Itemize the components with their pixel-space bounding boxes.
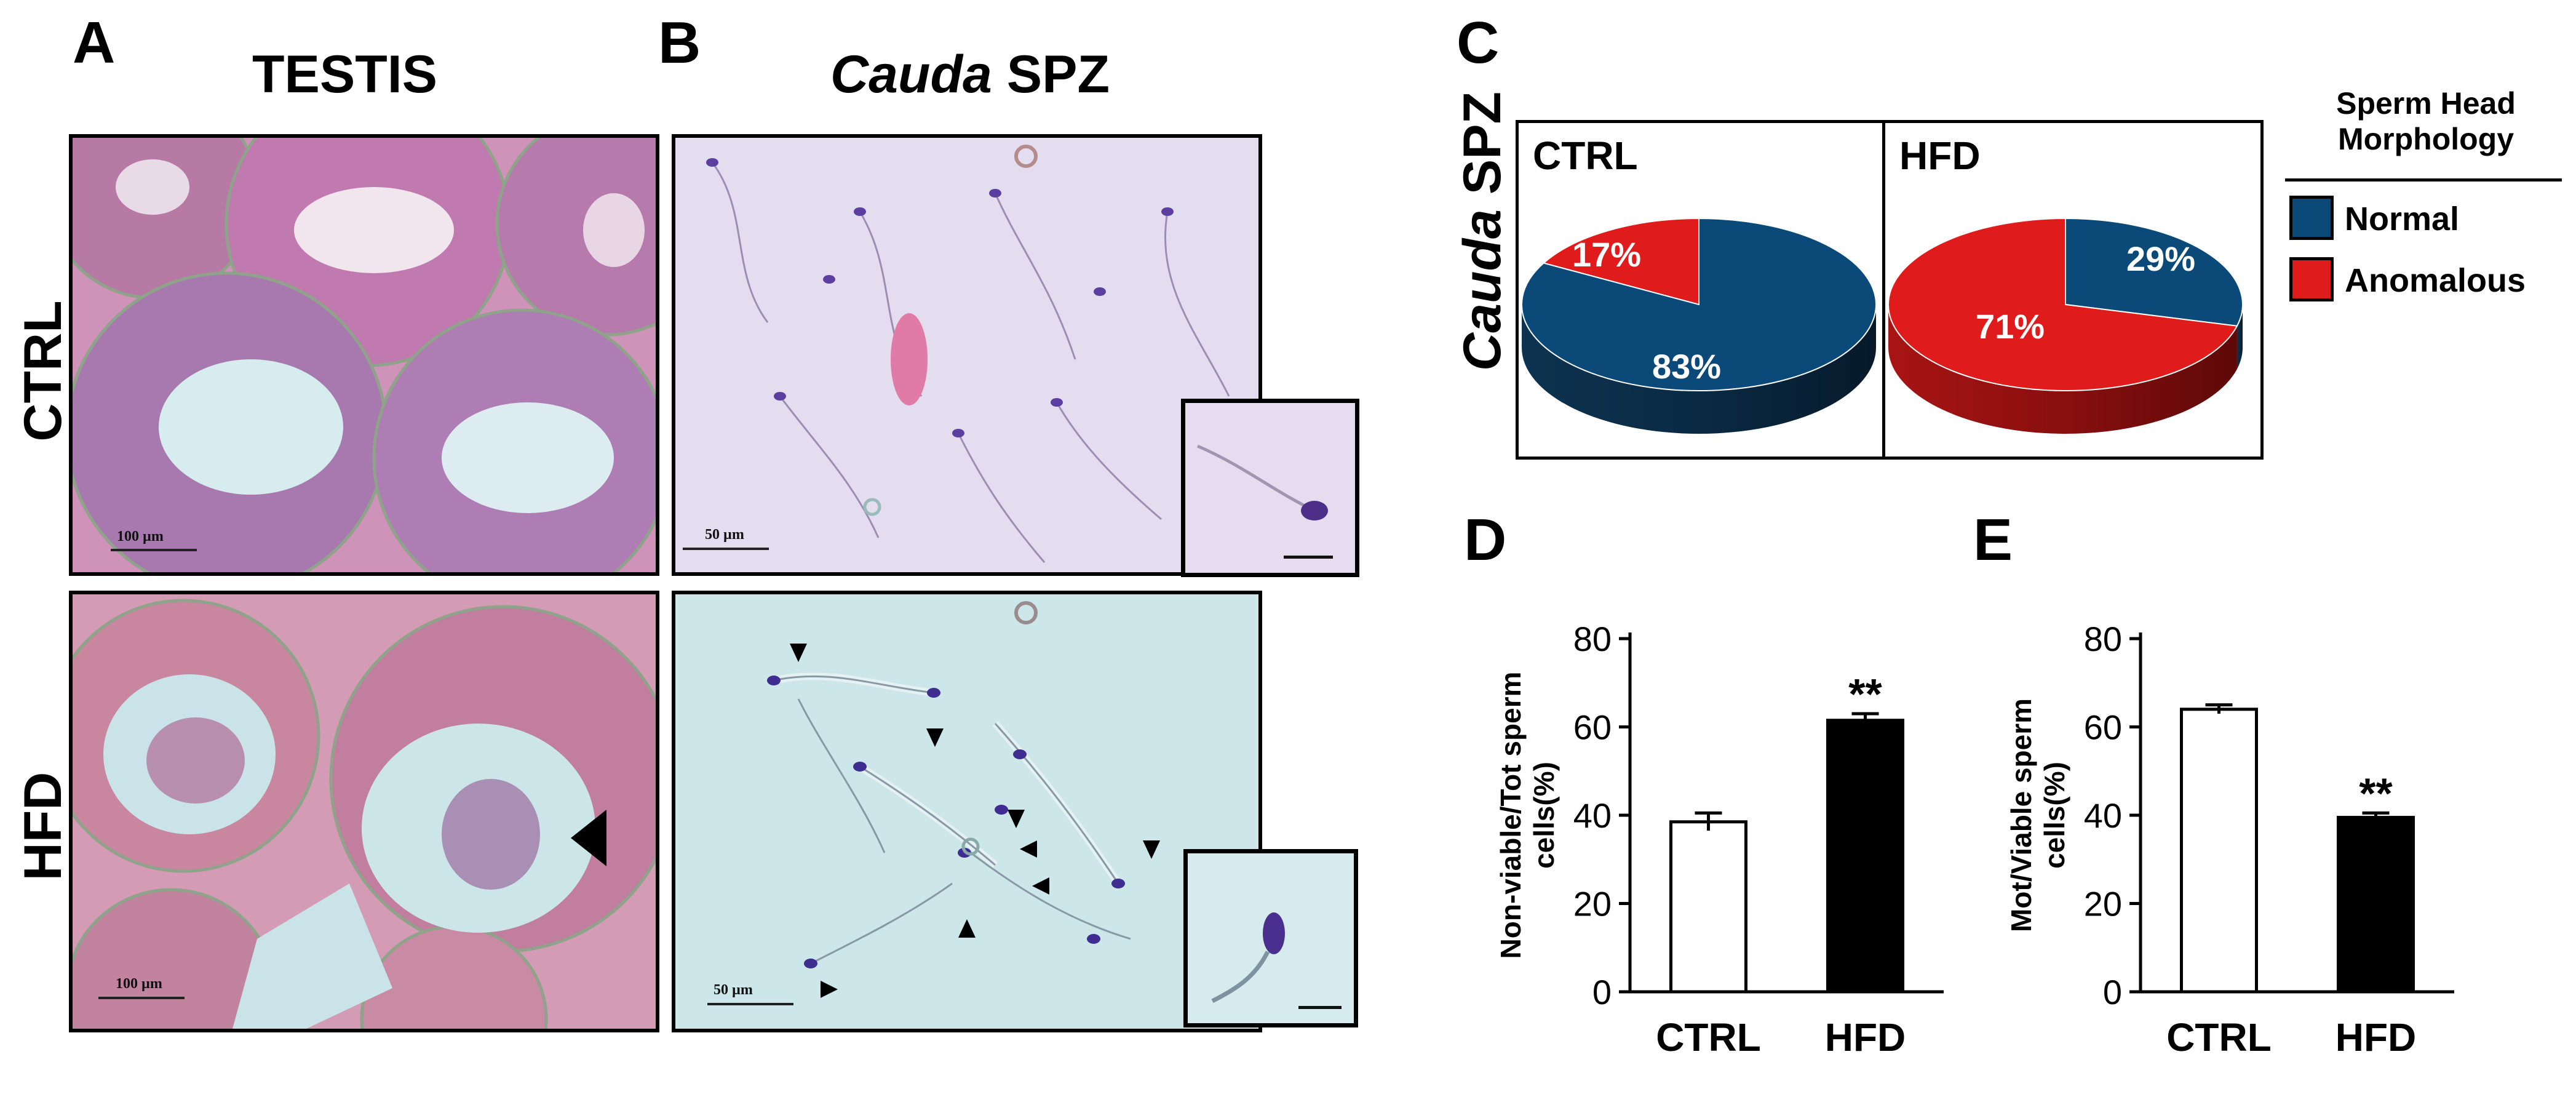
panel-a-letter: A — [73, 10, 116, 76]
panel-a-title: TESTIS — [252, 45, 438, 104]
panel-c-letter: C — [1457, 10, 1500, 76]
panel-c-side-label-rest: SPZ — [1453, 92, 1512, 210]
spz-hfd-scalebar — [707, 1003, 793, 1005]
panel-e-letter: E — [1973, 507, 2013, 573]
motviable-ytick-label: 80 — [2084, 620, 2122, 658]
panel-c-side-label: Cauda SPZ — [1453, 92, 1512, 371]
bar-chart-motviable: Mot/Viable spermcells(%) 0 20 40 60 80 CTRL ** H… — [2005, 620, 2454, 1059]
legend-swatch-normal — [2289, 196, 2334, 240]
nonviable-category-label: CTRL — [1656, 1015, 1761, 1059]
nonviable-ytick-label: 40 — [1573, 796, 1612, 835]
legend-title-line1: Sperm Head — [2336, 86, 2516, 121]
motviable-bar-hfd — [2337, 816, 2415, 994]
row-label-hfd: HFD — [14, 772, 73, 881]
panel-d-letter: D — [1464, 507, 1507, 573]
nonviable-bar-hfd — [1826, 719, 1904, 994]
pie-slice-normal — [2065, 217, 2243, 327]
legend-title-line2: Morphology — [2337, 121, 2514, 156]
legend-label-normal: Normal — [2345, 201, 2460, 237]
arrowhead-marker — [1020, 840, 1037, 858]
spz-ctrl-scalebar — [683, 548, 769, 550]
nonviable-ytick-label: 80 — [1573, 620, 1612, 658]
arrowhead-marker — [1008, 810, 1025, 828]
motviable-ytick-label: 0 — [2103, 973, 2122, 1011]
pie-title: HFD — [1899, 134, 1981, 178]
testis-hfd-micrograph: 100 µm — [69, 591, 659, 1032]
bar-chart-nonviable: Non-viable/Tot spermcells(%) 0 20 40 60 80 CTR… — [1495, 620, 1944, 1059]
pie-hfd: HFD 29% 71% — [1887, 134, 2243, 434]
pie-value-label: 71% — [1976, 307, 2045, 346]
nonviable-significance: ** — [1848, 670, 1882, 718]
pie-ctrl: CTRL 17% 83% — [1521, 134, 1877, 434]
motviable-ytick-label: 20 — [2084, 885, 2122, 923]
pie-value-label: 17% — [1572, 235, 1641, 274]
legend-title: Sperm Head Morphology — [2276, 86, 2576, 157]
pie-slice-anomalous — [1542, 217, 1699, 306]
motviable-category-label: HFD — [2335, 1015, 2417, 1059]
legend-rule — [2285, 178, 2562, 182]
row-label-ctrl: CTRL — [14, 300, 73, 442]
spz-hfd-micrograph: 50 µm — [672, 591, 1262, 1032]
pie-charts: CTRL 17% 83% HFD 29% 71% — [1521, 134, 2243, 434]
pie-slice-side — [1522, 305, 1876, 434]
spz-ctrl-scalebar-label: 50 µm — [705, 527, 744, 543]
nonviable-category-label: HFD — [1825, 1015, 1906, 1059]
arrowhead-marker — [958, 919, 976, 938]
panel-b-letter: B — [658, 10, 701, 76]
motviable-category-label: CTRL — [2166, 1015, 2272, 1059]
motviable-ytick-label: 60 — [2084, 708, 2122, 747]
motviable-bar-ctrl — [2180, 708, 2258, 994]
pie-value-label: 83% — [1652, 347, 1721, 386]
panel-c-side-label-italic: Cauda — [1453, 209, 1512, 371]
pie-title: CTRL — [1533, 134, 1638, 178]
testis-ctrl-scalebar-label: 100 µm — [117, 529, 164, 545]
arrowhead-marker — [926, 728, 944, 747]
spz-ctrl-micrograph: 50 µm — [672, 134, 1262, 576]
pie-frame-divider — [1882, 120, 1885, 460]
nonviable-ytick-label: 0 — [1592, 973, 1612, 1011]
spz-hfd-inset — [1183, 849, 1358, 1027]
arrowhead-marker — [1143, 840, 1160, 859]
spz-hfd-scalebar-label: 50 µm — [714, 982, 753, 998]
testis-ctrl-scalebar — [111, 549, 197, 551]
nonviable-ytick-label: 20 — [1573, 885, 1612, 923]
nonviable-ytick-label: 60 — [1573, 708, 1612, 747]
pie-value-label: 29% — [2126, 239, 2195, 278]
motviable-significance: ** — [2359, 769, 2393, 817]
pie-slice-anomalous — [1887, 217, 2238, 391]
testis-hfd-scalebar — [98, 997, 185, 999]
testis-ctrl-micrograph: 100 µm — [69, 134, 659, 576]
arrowhead-marker — [1032, 877, 1049, 895]
motviable-ylabel: Mot/Viable spermcells(%) — [2005, 698, 2070, 932]
spz-ctrl-inset — [1181, 399, 1359, 577]
panel-b-title: Cauda SPZ — [830, 48, 1110, 101]
testis-hfd-scalebar-label: 100 µm — [116, 976, 162, 992]
pie-slice-normal — [1521, 217, 1877, 391]
nonviable-bar-ctrl — [1669, 820, 1747, 994]
arrowhead-marker — [821, 981, 838, 998]
pie-slice-side — [2236, 305, 2243, 369]
motviable-ytick-label: 40 — [2084, 796, 2122, 835]
arrowhead-marker — [790, 644, 807, 662]
legend-swatch-anomalous — [2289, 257, 2334, 301]
pie-slice-side — [1888, 305, 2237, 434]
arrowhead-marker — [571, 810, 606, 866]
nonviable-ylabel: Non-viable/Tot spermcells(%) — [1495, 672, 1560, 959]
panel-b-title-rest: SPZ — [992, 45, 1110, 104]
legend-label-anomalous: Anomalous — [2345, 262, 2526, 299]
panel-b-title-italic: Cauda — [830, 45, 992, 104]
pie-frame — [1516, 120, 2264, 460]
